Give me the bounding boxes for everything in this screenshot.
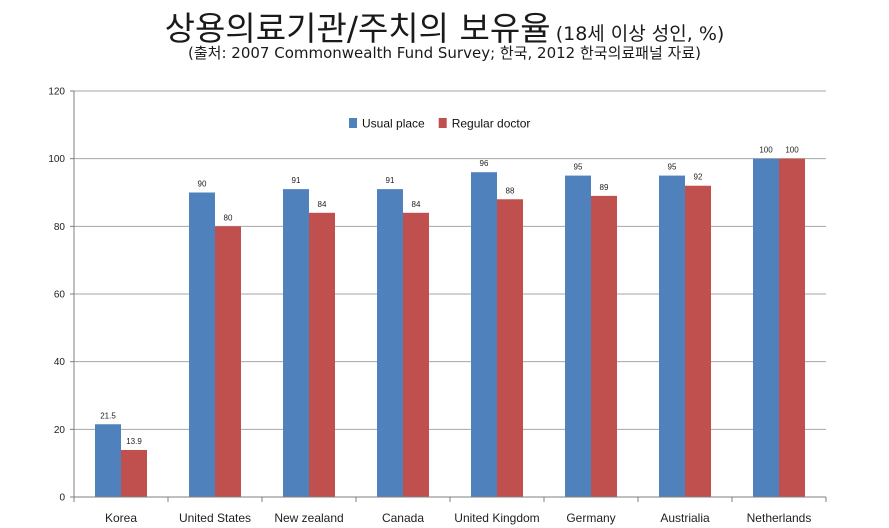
data-labels: 21.5 90 91 91 96 95 95 100 13.9 80 84 84 88 89 92 100: [100, 146, 799, 446]
bar: [189, 192, 215, 497]
data-label: 92: [694, 173, 703, 182]
chart-title-note: (18세 이상 성인, %): [555, 23, 725, 45]
bar: [121, 449, 147, 497]
data-label: 89: [600, 183, 609, 192]
data-label: 100: [785, 146, 799, 155]
chart-subtitle: (출처: 2007 Commonwealth Fund Survey; 한국, …: [188, 44, 701, 62]
data-label: 13.9: [126, 437, 142, 446]
data-label: 90: [198, 180, 207, 189]
data-label: 84: [318, 200, 327, 209]
legend: Usual place Regular doctor: [349, 117, 530, 131]
x-tick-label: New zealand: [274, 511, 343, 525]
y-tick-label: 100: [48, 154, 65, 165]
y-tick-label: 60: [54, 290, 66, 301]
data-label: 96: [480, 159, 489, 168]
data-label: 84: [412, 200, 421, 209]
x-tick-label: Austrialia: [660, 511, 710, 525]
x-tick-label: United States: [179, 511, 251, 525]
data-label: 100: [759, 146, 773, 155]
data-label: 91: [386, 176, 395, 185]
x-tick-label: Netherlands: [747, 511, 812, 525]
y-tick-label: 120: [48, 87, 65, 98]
bar: [95, 424, 121, 497]
bar: [565, 175, 591, 498]
legend-label: Usual place: [362, 117, 425, 131]
x-tick-label: United Kingdom: [454, 511, 539, 525]
y-tick-label: 80: [54, 222, 66, 233]
chart-title-main: 상용의료기관/주치의 보유율: [164, 9, 551, 48]
data-label: 91: [292, 176, 301, 185]
data-label: 95: [668, 163, 677, 172]
bar: [685, 185, 711, 497]
x-tick-label: Germany: [566, 511, 615, 525]
x-tick-label: Canada: [382, 511, 424, 525]
bar: [659, 175, 685, 498]
bar: [591, 195, 617, 497]
y-tick-label: 40: [54, 357, 66, 368]
y-tick-label: 20: [54, 425, 66, 436]
bar: [309, 212, 335, 498]
legend-swatch: [349, 118, 357, 128]
bar: [779, 158, 805, 497]
data-label: 21.5: [100, 411, 116, 420]
grid-lines: [74, 90, 826, 430]
bar: [753, 158, 779, 497]
x-axis: Korea United States New zealand Canada Unite…: [73, 91, 827, 525]
bar: [215, 226, 241, 498]
y-tick-label: 0: [59, 493, 65, 504]
y-axis-ticks: 0 20 40 60 80 100 120: [48, 87, 74, 504]
chart-title: 상용의료기관/주치의 보유율 (18세 이상 성인, %): [0, 2, 889, 50]
bar: [377, 189, 403, 497]
legend-swatch: [438, 118, 447, 128]
x-tick-label: Korea: [105, 511, 137, 525]
data-label: 88: [506, 186, 515, 195]
bars: [95, 158, 805, 498]
legend-label: Regular doctor: [452, 117, 531, 131]
data-label: 80: [224, 213, 233, 222]
data-label: 95: [574, 163, 583, 172]
bar: [283, 189, 309, 497]
bar: [497, 199, 523, 497]
bar: [471, 172, 497, 497]
bar: [403, 212, 429, 498]
